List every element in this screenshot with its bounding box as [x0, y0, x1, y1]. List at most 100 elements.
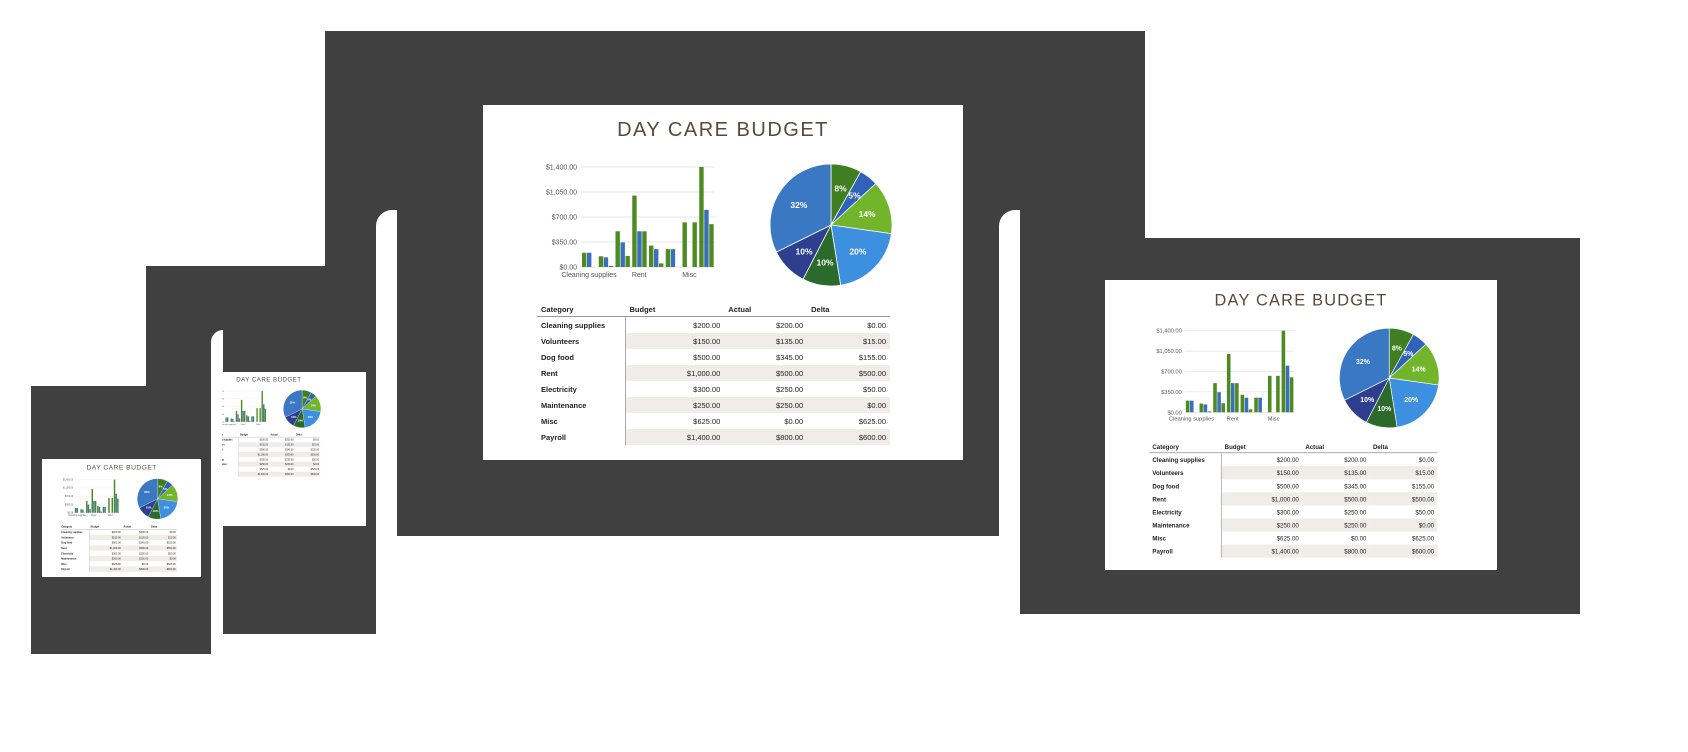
header-actual: Actual: [724, 303, 808, 317]
cell-delta: $500.00: [149, 545, 178, 551]
header-delta: Delta: [807, 303, 890, 317]
table-row: Dog food $500.00 $345.00 $155.00: [1149, 479, 1437, 493]
bar-chart: $1,400.00 $1,050.00 $700.00 $350.00 $0.00Cle…: [63, 479, 120, 517]
header-budget: Budget: [1221, 441, 1303, 454]
bar-chart: $1,400.00 $1,050.00 $700.00 $350.00 $0.00Cle…: [546, 165, 715, 279]
x-tick-label: Cleaning supplies: [68, 515, 87, 517]
cell-category: Cleaning supplies: [537, 316, 626, 333]
cell-delta: $0.00: [313, 438, 320, 442]
pie-label: 5%: [307, 398, 311, 402]
table-row: Rent $1,000.00 $500.00 $500.00: [59, 545, 178, 551]
bar: [264, 408, 266, 422]
cell-delta: $155.00: [166, 541, 176, 545]
pie-label: 10%: [796, 247, 813, 257]
bar: [113, 479, 116, 513]
cell-actual: $135.00: [724, 333, 808, 349]
y-tick-label: $1,400.00: [546, 165, 577, 172]
budget-title: DAY CARE BUDGET: [617, 119, 829, 141]
y-tick-label: $700.00: [65, 496, 74, 498]
cell-category: Cleaning supplies: [59, 529, 90, 535]
budget-table: Category Budget Actual Delta Cleaning su…: [537, 303, 890, 445]
table-row: Rent $1,000.00 $500.00 $500.00: [537, 365, 890, 381]
cell-delta: $50.00: [1415, 508, 1435, 516]
y-tick-label: $1,050.00: [546, 190, 577, 197]
bar: [642, 231, 647, 267]
cell-actual: $345.00: [1344, 482, 1367, 490]
y-tick-label: $0.00: [222, 422, 225, 424]
cell-category: Volunteers: [537, 333, 626, 349]
cell-budget: $1,400.00: [1221, 544, 1303, 558]
pie-chart: 8%5%14% 20% 10%10% 32%: [283, 390, 321, 428]
laptop-screen: DAY CARE BUDGET $1,400.00 $1,050.00 $700.0…: [1105, 280, 1497, 570]
cell-budget: $1,000.00: [89, 545, 123, 551]
bar: [1285, 365, 1290, 413]
cell-budget: $1,000.00: [1221, 492, 1303, 506]
bar: [692, 222, 697, 267]
bar: [1199, 403, 1204, 413]
pie-label: 10%: [1360, 397, 1374, 404]
bar: [249, 420, 251, 422]
cell-budget: $1,400.00: [89, 566, 123, 572]
y-tick-label: $1,400.00: [222, 391, 225, 393]
pie-label: 32%: [144, 490, 150, 494]
bar: [1203, 404, 1208, 413]
pie-slice: [769, 163, 832, 253]
budget-sheet: DAY CARE BUDGET $1,400.00 $1,050.00 $700.0…: [222, 372, 343, 482]
header-actual: Actual: [269, 432, 295, 438]
cell-category: Electricity: [1149, 505, 1222, 519]
pie-label: 10%: [153, 509, 159, 513]
table-row: Electricity $300.00 $250.00 $50.00: [222, 456, 320, 462]
y-tick-label: $350.00: [222, 414, 225, 416]
bar: [261, 391, 263, 422]
cell-actual: $0.00: [142, 562, 149, 566]
cell-budget: $500.00: [259, 448, 269, 451]
bar: [665, 249, 671, 267]
cell-budget: $200.00: [693, 320, 721, 330]
cell-delta: $0.00: [169, 530, 176, 534]
bar: [237, 414, 239, 422]
cell-budget: $300.00: [1276, 508, 1299, 516]
frame-gap: [211, 330, 223, 634]
bar: [1235, 383, 1239, 413]
bar: [252, 416, 255, 422]
cell-category: Rent: [222, 452, 240, 457]
x-tick-label: Cleaning supplies: [1169, 416, 1214, 422]
cell-category: Rent: [59, 545, 90, 551]
cell-actual: $135.00: [122, 534, 150, 541]
header-delta: Delta: [149, 524, 178, 530]
cell-category: Cleaning supplies: [1149, 452, 1222, 467]
table-row: Maintenance $250.00 $250.00 $0.00: [1149, 518, 1438, 532]
bar: [1289, 377, 1294, 413]
cell-delta: $600.00: [1369, 544, 1438, 558]
phone-screen: DAY CARE BUDGET $1,400.00 $1,050.00 $700.0…: [42, 459, 201, 577]
pie-label: 20%: [164, 506, 170, 510]
bar: [649, 245, 654, 267]
cell-actual: $250.00: [724, 397, 808, 413]
header-category: Category: [537, 303, 626, 317]
cell-actual: $800.00: [724, 429, 808, 445]
cell-actual: $0.00: [1351, 534, 1367, 542]
cell-delta: $15.00: [1369, 466, 1438, 480]
pie-label: 5%: [1403, 351, 1413, 358]
table-header-row: Category Budget Actual Delta: [59, 524, 178, 530]
cell-category: Payroll: [59, 566, 90, 572]
cell-delta: $500.00: [294, 452, 321, 457]
bar: [246, 415, 248, 422]
cell-budget: $150.00: [1221, 466, 1303, 480]
y-tick-label: $350.00: [1161, 390, 1182, 396]
table-header-row: Category Budget Actual Delta: [1149, 441, 1438, 454]
pie-label: 10%: [291, 415, 297, 419]
cell-actual: $250.00: [122, 555, 150, 562]
cell-category: Misc: [1149, 531, 1222, 545]
cell-category: Dog food: [1149, 479, 1222, 493]
cell-budget: $250.00: [625, 397, 725, 413]
bar: [1248, 409, 1253, 413]
bar: [115, 493, 117, 513]
cell-budget: $1,000.00: [625, 365, 725, 381]
table-row: Dog food $500.00 $345.00 $155.00: [59, 540, 177, 546]
table-row: Volunteers $150.00 $135.00 $15.00: [59, 534, 178, 541]
bar: [682, 222, 687, 267]
cell-actual: $500.00: [122, 545, 150, 551]
cell-actual: $800.00: [122, 566, 150, 572]
cell-category: Dog food: [222, 447, 240, 453]
